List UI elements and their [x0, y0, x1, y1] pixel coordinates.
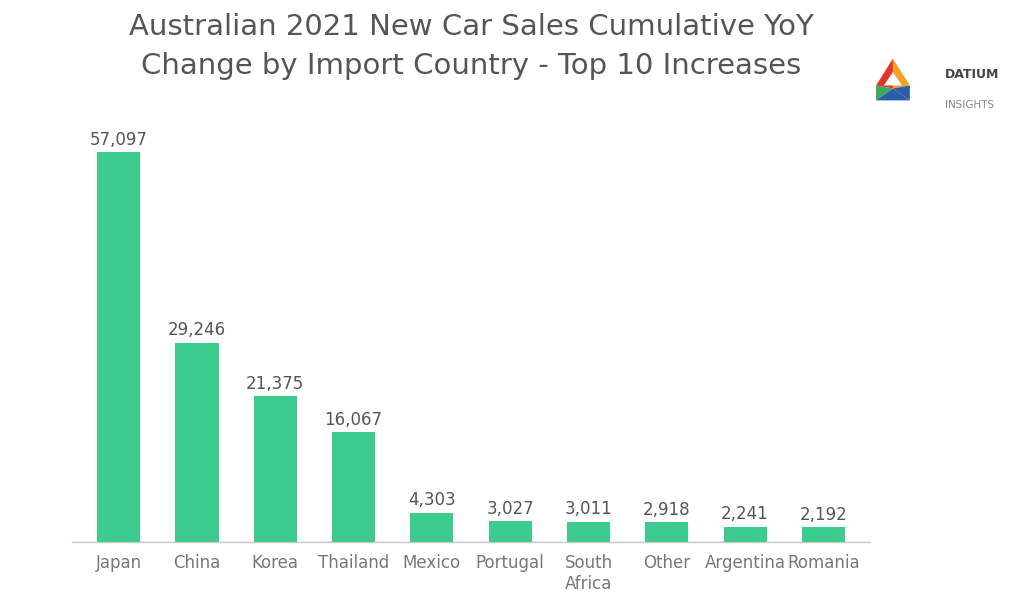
Text: 2,192: 2,192 — [800, 506, 847, 524]
Text: 3,011: 3,011 — [564, 500, 612, 518]
Polygon shape — [876, 86, 893, 100]
Text: 2,918: 2,918 — [643, 501, 690, 519]
Bar — [254, 396, 297, 542]
Bar — [332, 432, 375, 542]
Bar — [567, 522, 610, 542]
Text: 57,097: 57,097 — [90, 131, 147, 149]
Bar — [488, 521, 531, 542]
Polygon shape — [876, 59, 893, 89]
Bar — [802, 527, 845, 542]
Text: 29,246: 29,246 — [168, 321, 226, 339]
Bar — [645, 522, 688, 542]
Bar — [97, 153, 140, 542]
Bar — [175, 342, 218, 542]
Text: 3,027: 3,027 — [486, 500, 534, 518]
Text: 16,067: 16,067 — [325, 411, 383, 429]
Bar — [724, 527, 767, 542]
Polygon shape — [893, 59, 909, 89]
Polygon shape — [893, 86, 909, 100]
Text: 4,303: 4,303 — [409, 492, 456, 509]
Title: Australian 2021 New Car Sales Cumulative YoY
Change by Import Country - Top 10 I: Australian 2021 New Car Sales Cumulative… — [129, 12, 813, 79]
Polygon shape — [876, 89, 909, 100]
Text: 2,241: 2,241 — [721, 505, 769, 524]
Text: 21,375: 21,375 — [246, 375, 304, 393]
Text: INSIGHTS: INSIGHTS — [945, 100, 994, 110]
Text: DATIUM: DATIUM — [945, 68, 999, 81]
Bar — [411, 513, 454, 542]
Polygon shape — [884, 72, 902, 86]
